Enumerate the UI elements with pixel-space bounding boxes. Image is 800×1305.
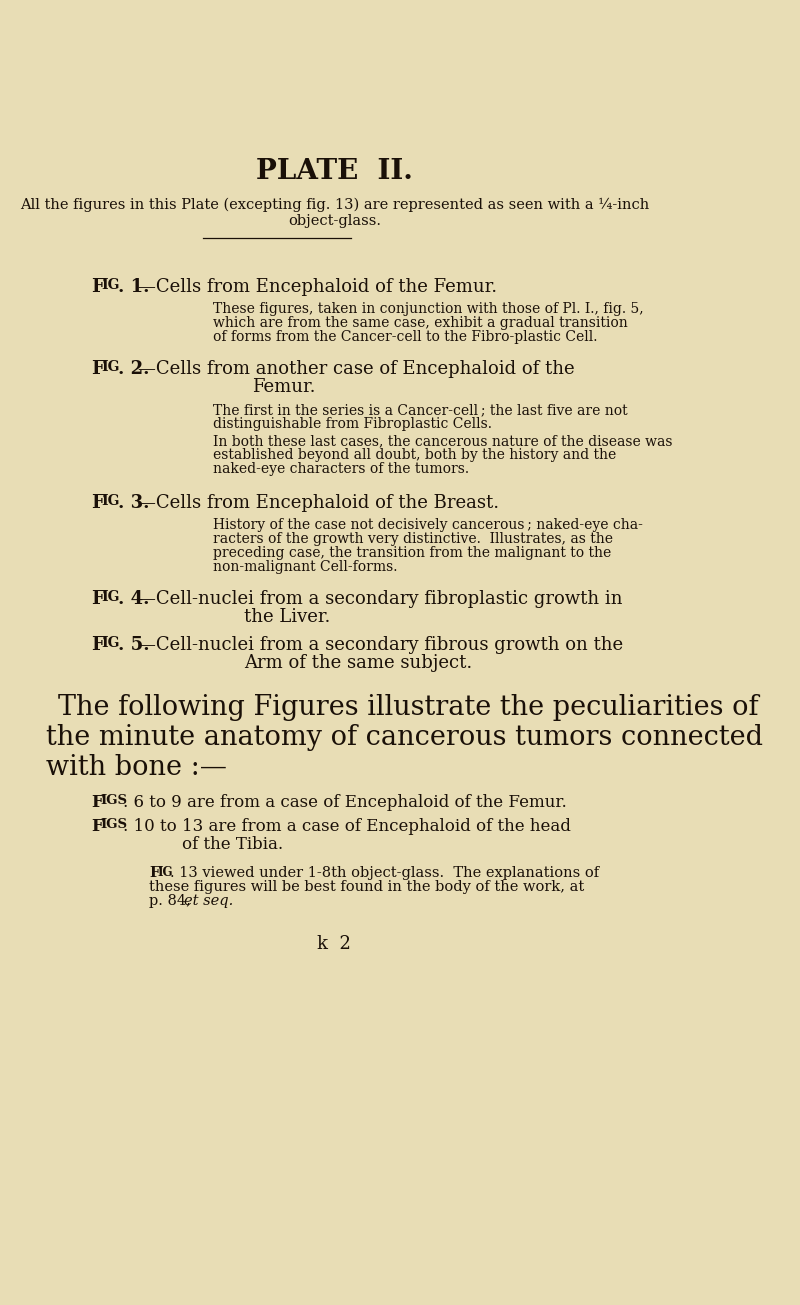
Text: . 4.: . 4.: [118, 590, 149, 608]
Text: . 2.: . 2.: [118, 360, 149, 378]
Text: The following Figures illustrate the peculiarities of: The following Figures illustrate the pec…: [58, 694, 758, 720]
Text: et seq.: et seq.: [184, 894, 234, 908]
Text: IG: IG: [101, 278, 119, 292]
Text: which are from the same case, exhibit a gradual transition: which are from the same case, exhibit a …: [214, 316, 628, 330]
Text: . 10 to 13 are from a case of Encephaloid of the head: . 10 to 13 are from a case of Encephaloi…: [122, 818, 570, 835]
Text: IG: IG: [101, 495, 119, 508]
Text: IGS: IGS: [100, 818, 127, 831]
Text: the minute anatomy of cancerous tumors connected: the minute anatomy of cancerous tumors c…: [46, 724, 763, 750]
Text: —Cell-nuclei from a secondary fibroplastic growth in: —Cell-nuclei from a secondary fibroplast…: [138, 590, 622, 608]
Text: —Cell-nuclei from a secondary fibrous growth on the: —Cell-nuclei from a secondary fibrous gr…: [138, 636, 623, 654]
Text: distinguishable from Fibroplastic Cells.: distinguishable from Fibroplastic Cells.: [214, 418, 492, 431]
Text: F: F: [91, 818, 103, 835]
Text: IG: IG: [101, 590, 119, 604]
Text: All the figures in this Plate (excepting fig. 13) are represented as seen with a: All the figures in this Plate (excepting…: [20, 198, 649, 213]
Text: Femur.: Femur.: [252, 378, 315, 395]
Text: F: F: [91, 495, 104, 512]
Text: with bone :—: with bone :—: [46, 754, 227, 780]
Text: IG: IG: [157, 867, 173, 880]
Text: F: F: [91, 360, 104, 378]
Text: The first in the series is a Cancer-cell ; the last five are not: The first in the series is a Cancer-cell…: [214, 403, 628, 418]
Text: of forms from the Cancer-cell to the Fibro-plastic Cell.: of forms from the Cancer-cell to the Fib…: [214, 330, 598, 345]
Text: of the Tibia.: of the Tibia.: [182, 837, 283, 853]
Text: IGS: IGS: [100, 793, 127, 806]
Text: p. 84,: p. 84,: [149, 894, 195, 908]
Text: racters of the growth very distinctive.  Illustrates, as the: racters of the growth very distinctive. …: [214, 532, 614, 545]
Text: . 1.: . 1.: [118, 278, 149, 296]
Text: In both these last cases, the cancerous nature of the disease was: In both these last cases, the cancerous …: [214, 435, 673, 448]
Text: . 5.: . 5.: [118, 636, 150, 654]
Text: . 3.: . 3.: [118, 495, 149, 512]
Text: naked-eye characters of the tumors.: naked-eye characters of the tumors.: [214, 462, 470, 476]
Text: Arm of the same subject.: Arm of the same subject.: [244, 654, 472, 672]
Text: preceding case, the transition from the malignant to the: preceding case, the transition from the …: [214, 545, 611, 560]
Text: k  2: k 2: [318, 934, 351, 953]
Text: IG: IG: [101, 636, 119, 650]
Text: . 6 to 9 are from a case of Encephaloid of the Femur.: . 6 to 9 are from a case of Encephaloid …: [122, 793, 566, 810]
Text: F: F: [149, 867, 159, 880]
Text: —Cells from Encephaloid of the Breast.: —Cells from Encephaloid of the Breast.: [138, 495, 499, 512]
Text: History of the case not decisively cancerous ; naked-eye cha-: History of the case not decisively cance…: [214, 518, 643, 532]
Text: IG: IG: [101, 360, 119, 375]
Text: non-malignant Cell-forms.: non-malignant Cell-forms.: [214, 560, 398, 574]
Text: F: F: [91, 636, 104, 654]
Text: established beyond all doubt, both by the history and the: established beyond all doubt, both by th…: [214, 448, 617, 462]
Text: —Cells from another case of Encephaloid of the: —Cells from another case of Encephaloid …: [138, 360, 575, 378]
Text: F: F: [91, 590, 104, 608]
Text: F: F: [91, 278, 104, 296]
Text: the Liver.: the Liver.: [244, 608, 330, 626]
Text: these figures will be best found in the body of the work, at: these figures will be best found in the …: [149, 880, 584, 894]
Text: object-glass.: object-glass.: [288, 214, 381, 228]
Text: These figures, taken in conjunction with those of Pl. I., fig. 5,: These figures, taken in conjunction with…: [214, 301, 644, 316]
Text: —Cells from Encephaloid of the Femur.: —Cells from Encephaloid of the Femur.: [138, 278, 498, 296]
Text: PLATE  II.: PLATE II.: [256, 158, 413, 185]
Text: . 13 viewed under 1-8th object-glass.  The explanations of: . 13 viewed under 1-8th object-glass. Th…: [170, 867, 598, 880]
Text: F: F: [91, 793, 103, 810]
